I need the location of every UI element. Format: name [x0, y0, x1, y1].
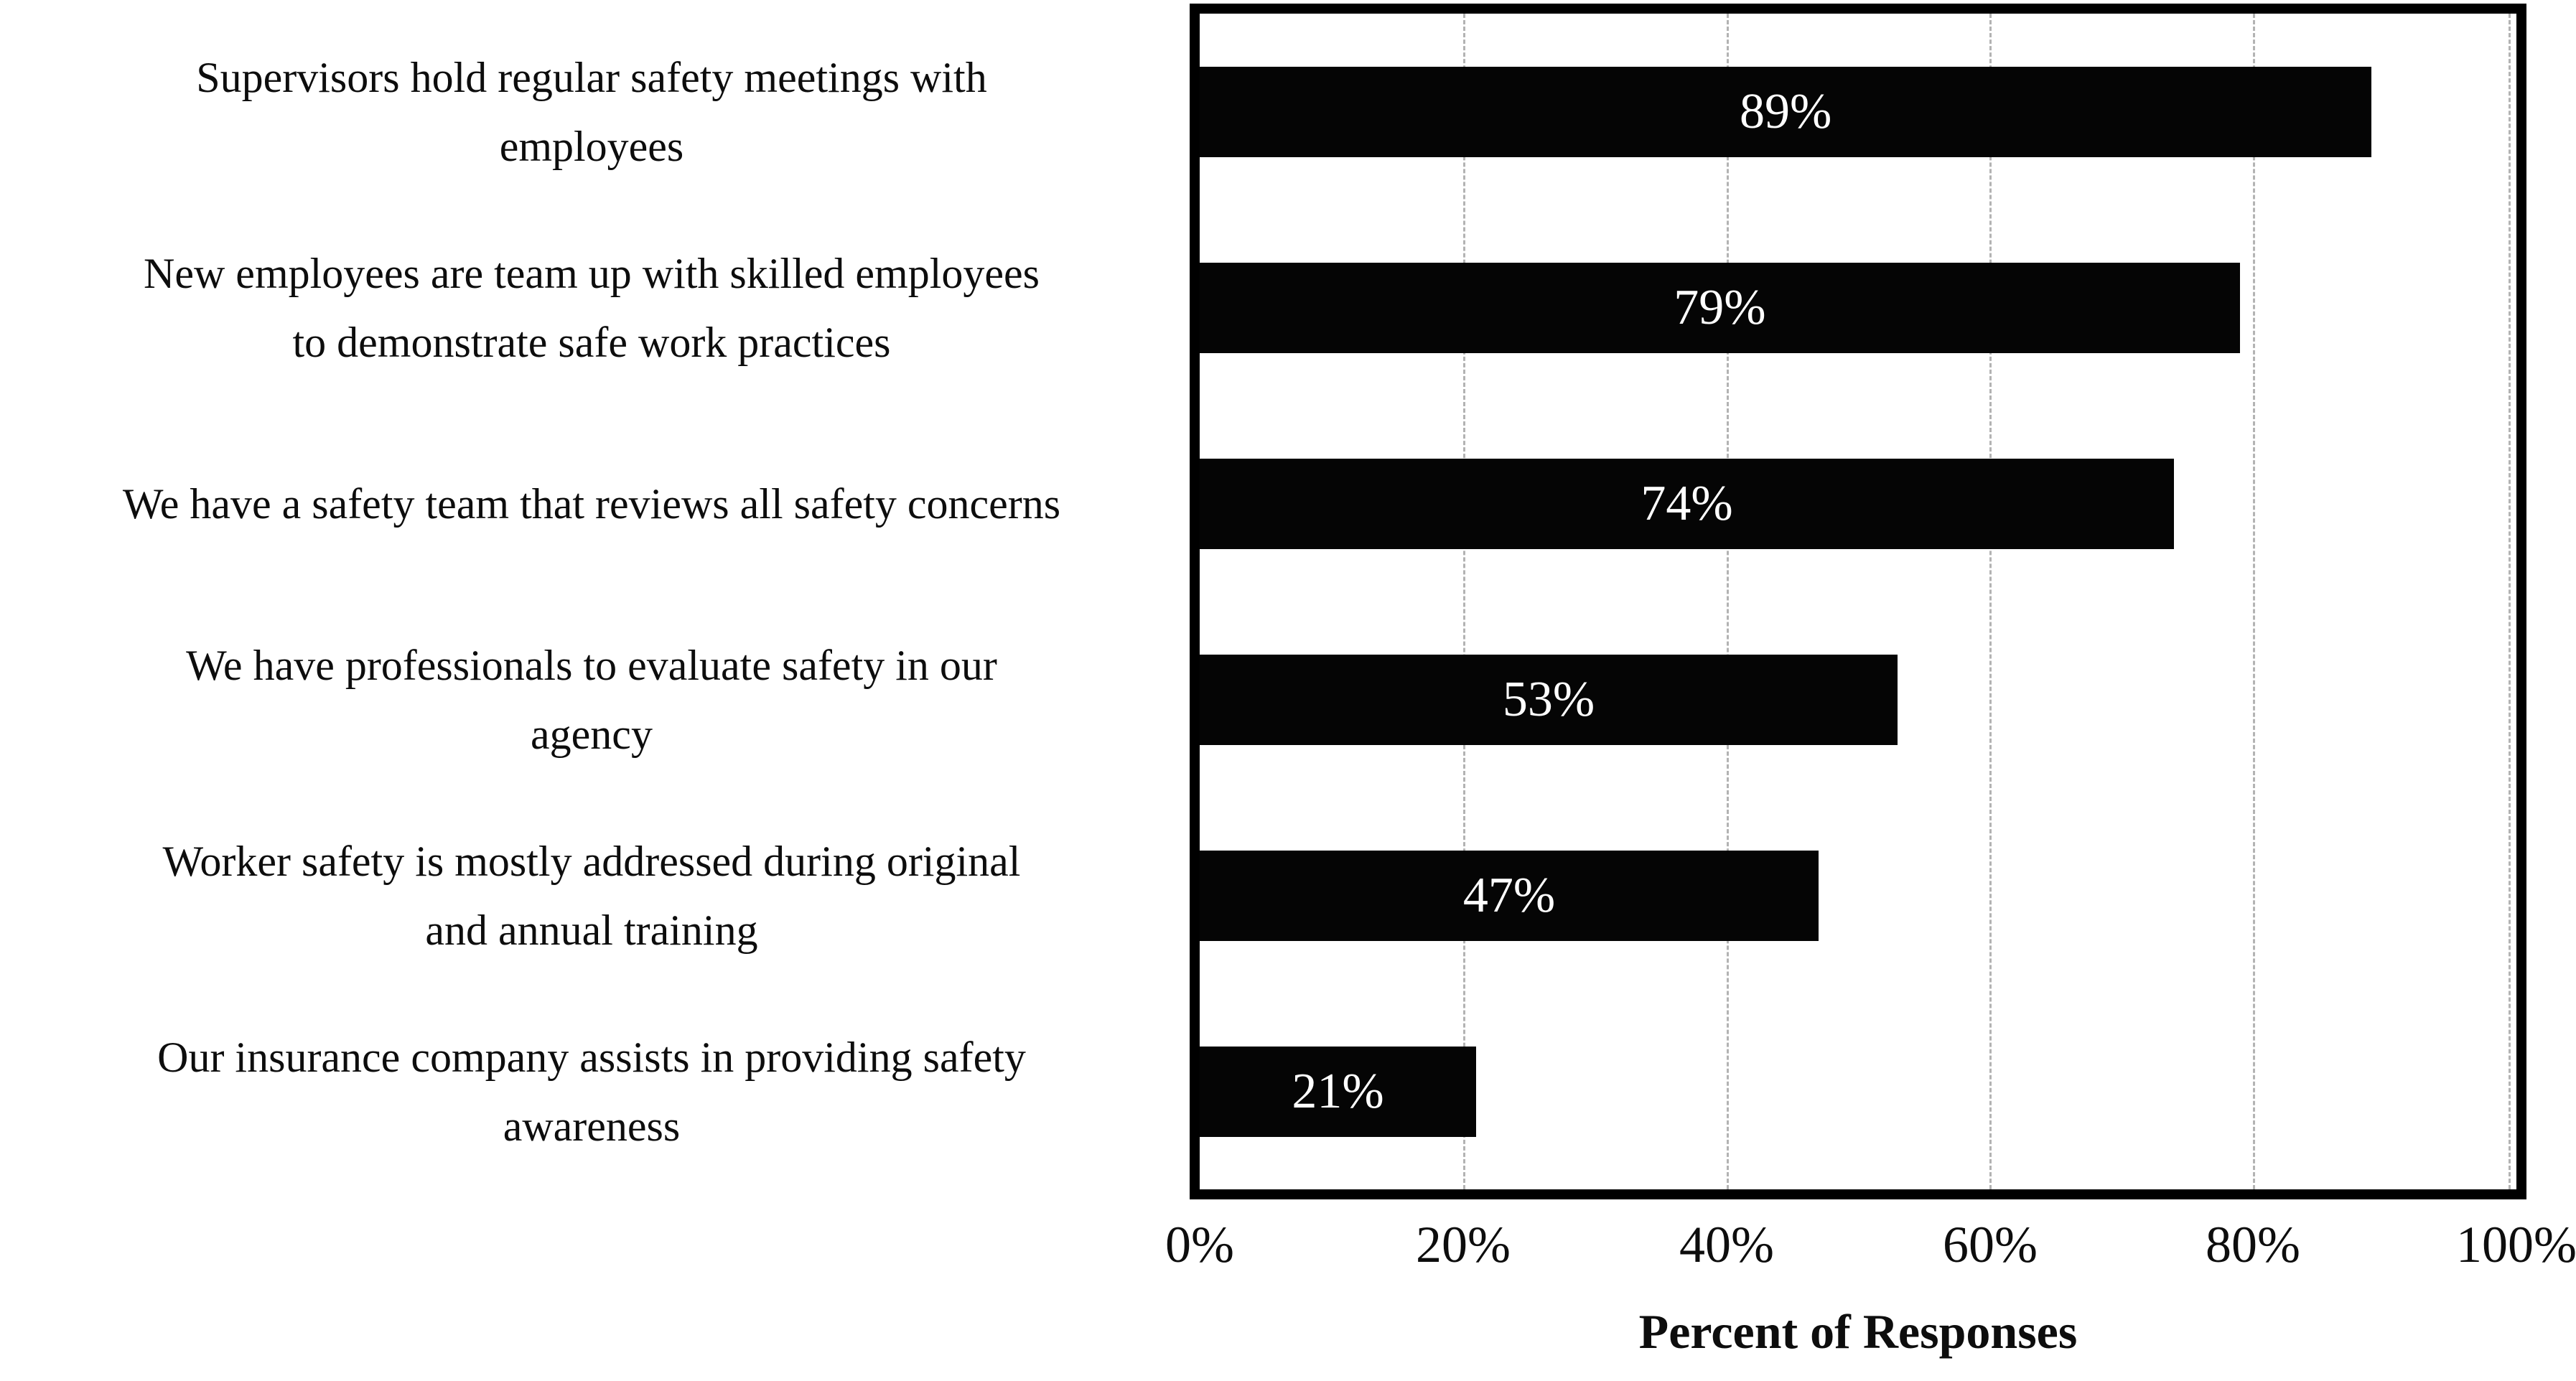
bar-row: 47% — [1200, 797, 2516, 993]
x-axis-tick-0: 0% — [1165, 1216, 1234, 1273]
x-axis-tick-20: 20% — [1416, 1216, 1511, 1273]
bar-value-label: 47% — [1462, 867, 1556, 923]
bar-row: 79% — [1200, 210, 2516, 406]
category-label-training-addressed: Worker safety is mostly addressed during… — [162, 837, 1021, 954]
x-axis-tick-60: 60% — [1943, 1216, 2038, 1273]
gridline-40pct — [1726, 14, 1729, 1189]
category-labels: Supervisors hold regular safety meetings… — [0, 14, 1183, 1189]
gridline-20pct — [1462, 14, 1465, 1189]
bar-value-label: 74% — [1641, 475, 1733, 531]
bar-value-label: 21% — [1292, 1063, 1384, 1119]
category-label-supervisors-meetings: Supervisors hold regular safety meetings… — [196, 53, 987, 170]
bar-value-label: 53% — [1502, 671, 1595, 727]
gridline-80pct — [2253, 14, 2256, 1189]
x-axis-tick-100: 100% — [2456, 1216, 2576, 1273]
gridline-60pct — [1989, 14, 1992, 1189]
bar-value-label: 89% — [1739, 83, 1832, 139]
bar-professionals-evaluate: 53% — [1200, 654, 1898, 745]
x-axis-title: Percent of Responses — [1638, 1304, 2078, 1359]
bar-value-label: 79% — [1674, 279, 1766, 335]
bar-new-employees-teamed: 79% — [1200, 262, 2240, 353]
bar-safety-team-reviews: 74% — [1200, 458, 2175, 549]
bar-insurance-company: 21% — [1200, 1046, 1477, 1137]
bar-row: 89% — [1200, 14, 2516, 210]
category-label-new-employees-teamed: New employees are team up with skilled e… — [144, 249, 1040, 366]
category-label-insurance-company: Our insurance company assists in providi… — [157, 1033, 1026, 1150]
x-axis-ticks: 0% 20% 40% 60% 80% 100% — [0, 1219, 2576, 1283]
plot-inner: 89% 79% 74% 53% — [1200, 14, 2516, 1189]
x-axis-tick-40: 40% — [1679, 1216, 1774, 1273]
category-label-safety-team-reviews: We have a safety team that reviews all s… — [122, 479, 1061, 528]
bar-row: 53% — [1200, 601, 2516, 797]
plot-area: 89% 79% 74% 53% — [1190, 4, 2526, 1199]
bar-row: 21% — [1200, 993, 2516, 1189]
bar-row: 74% — [1200, 406, 2516, 601]
bar-rows: 89% 79% 74% 53% — [1200, 14, 2516, 1189]
gridline-100pct — [2509, 14, 2511, 1189]
category-label-professionals-evaluate: We have professionals to evaluate safety… — [186, 641, 997, 758]
bar-supervisors-meetings: 89% — [1200, 66, 2372, 157]
x-axis-tick-80: 80% — [2206, 1216, 2300, 1273]
bar-training-addressed: 47% — [1200, 850, 1819, 941]
